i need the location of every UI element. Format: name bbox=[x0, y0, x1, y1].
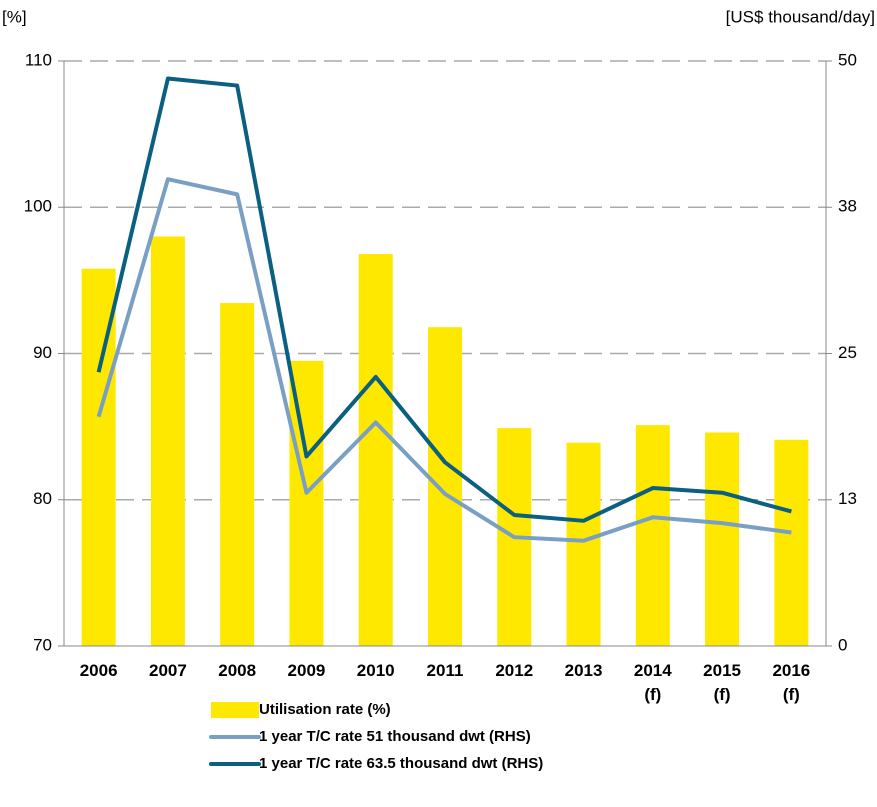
x-tick-label: 2011 bbox=[426, 661, 464, 680]
y2-tick-label: 38 bbox=[838, 197, 857, 216]
bar bbox=[635, 425, 670, 646]
y-tick-label: 100 bbox=[24, 197, 52, 216]
x-tick-label: 2007 bbox=[148, 661, 187, 680]
y2-axis-label: [US$ thousand/day] bbox=[726, 7, 875, 26]
y2-tick-label: 50 bbox=[838, 50, 857, 69]
y2-tick-label: 25 bbox=[838, 343, 857, 362]
bar bbox=[150, 236, 185, 646]
bar bbox=[774, 439, 809, 646]
x-tick-label: 2012 bbox=[495, 661, 534, 680]
legend-label: 1 year T/C rate 63.5 thousand dwt (RHS) bbox=[259, 755, 543, 772]
x-tick-label: 2008 bbox=[218, 661, 257, 680]
line-series bbox=[96, 76, 792, 523]
bar bbox=[428, 327, 462, 646]
x-tick-label: 2013 bbox=[564, 661, 603, 680]
y2-tick-label: 0 bbox=[838, 635, 847, 654]
x-tick-label: 2009 bbox=[287, 661, 326, 680]
legend-label: Utilisation rate (%) bbox=[259, 701, 391, 718]
x-tick-label: 2006 bbox=[79, 661, 118, 680]
bar bbox=[358, 254, 393, 647]
y-tick-label: 80 bbox=[33, 489, 52, 508]
legend-label: 1 year T/C rate 51 thousand dwt (RHS) bbox=[259, 728, 531, 745]
bar bbox=[705, 432, 740, 646]
y-tick-label: 70 bbox=[33, 635, 52, 654]
x-tick-label: 2010 bbox=[356, 661, 395, 680]
legend-swatch bbox=[211, 702, 259, 718]
bar bbox=[566, 442, 601, 646]
y-axis-label: [%] bbox=[2, 7, 27, 26]
y-tick-label: 110 bbox=[25, 50, 52, 69]
y2-tick-label: 13 bbox=[838, 489, 857, 508]
line-series bbox=[96, 177, 792, 543]
x-tick-label: 2016 (f) bbox=[772, 661, 811, 704]
bar bbox=[289, 360, 324, 646]
y-tick-label: 90 bbox=[33, 343, 52, 362]
x-tick-label: 2014 (f) bbox=[633, 661, 672, 704]
bar bbox=[220, 303, 255, 646]
x-tick-label: 2015 (f) bbox=[703, 661, 741, 704]
